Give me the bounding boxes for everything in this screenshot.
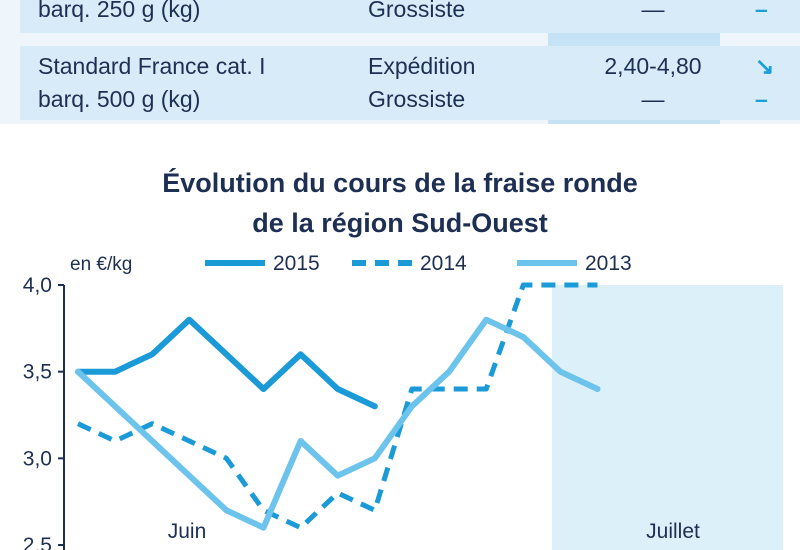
- legend-label-2013: 2013: [585, 252, 632, 275]
- series-line-2015: [75, 316, 378, 410]
- trend-down-icon: ↘: [755, 53, 775, 79]
- price-cell: —: [641, 0, 665, 22]
- price-chart: Évolution du cours de la fraise ronde de…: [0, 150, 800, 550]
- y-axis-unit: en €/kg: [70, 254, 132, 275]
- product-cell-line2: barq. 500 g (kg): [38, 86, 201, 112]
- month-label: Juin: [168, 520, 207, 543]
- legend: 2015 2014 2013: [205, 252, 632, 275]
- row-background: [20, 46, 800, 120]
- y-tick-label: 3,0: [23, 447, 52, 470]
- y-tick-label: 3,5: [23, 361, 52, 384]
- table-row: Standard France cat. I barq. 500 g (kg) …: [20, 46, 800, 120]
- y-tick-label: 2,5: [23, 534, 52, 550]
- month-label: Juillet: [646, 520, 700, 543]
- chart-title-line2: de la région Sud-Ouest: [252, 208, 548, 238]
- chart-svg: Évolution du cours de la fraise ronde de…: [23, 167, 783, 550]
- price-cell: 2,40-4,80: [604, 53, 702, 79]
- product-cell: barq. 250 g (kg): [38, 0, 201, 22]
- y-ticks: 4,0 3,5 3,0 2,5: [23, 274, 64, 550]
- table-row: barq. 250 g (kg) Grossiste — –: [20, 0, 800, 33]
- market-cell: Grossiste: [368, 0, 466, 22]
- row-background: [20, 0, 800, 33]
- market-cell: Expédition: [368, 53, 476, 79]
- july-highlight-band: [552, 285, 783, 550]
- series-line-2014: [76, 282, 598, 531]
- series-group: [75, 282, 601, 531]
- legend-label-2015: 2015: [273, 252, 320, 275]
- trend-cell: –: [755, 0, 768, 22]
- price-cell-line2: —: [641, 86, 665, 112]
- market-cell-line2: Grossiste: [368, 86, 466, 112]
- legend-label-2014: 2014: [420, 252, 467, 275]
- price-table: barq. 250 g (kg) Grossiste — – Standard …: [0, 0, 800, 124]
- product-cell: Standard France cat. I: [38, 53, 266, 79]
- month-labels: Juin Juillet: [168, 520, 700, 543]
- chart-title-line1: Évolution du cours de la fraise ronde: [162, 167, 638, 198]
- trend-cell-line2: –: [755, 86, 768, 112]
- y-tick-label: 4,0: [23, 274, 52, 297]
